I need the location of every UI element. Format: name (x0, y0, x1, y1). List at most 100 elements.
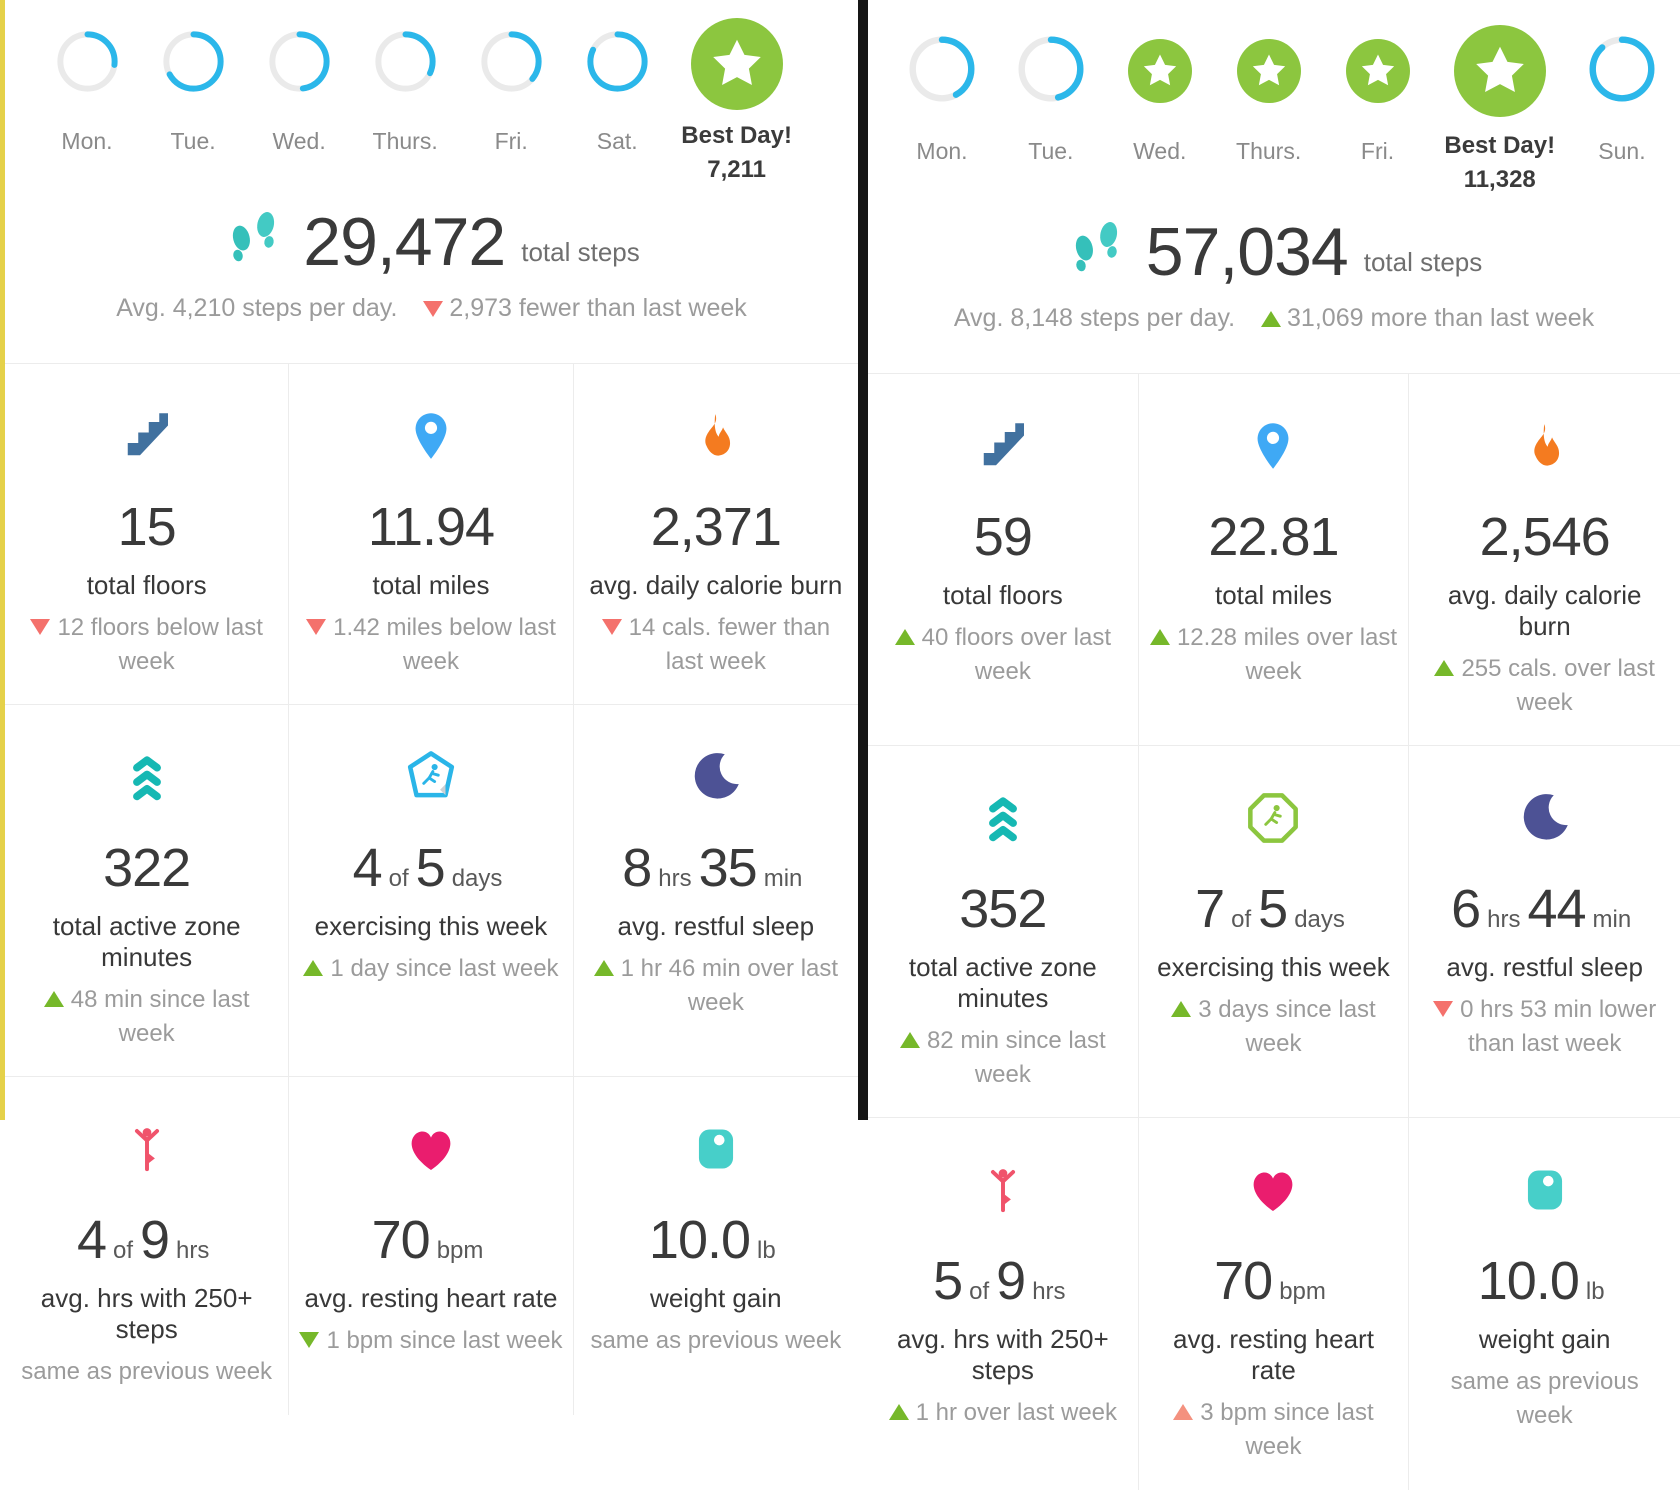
stats-grid: 15 total floors 12 floors below last week 1… (5, 363, 858, 1415)
stat-value: 352 (959, 879, 1047, 940)
triangle-up-icon (303, 959, 324, 976)
triangle-down-icon (601, 618, 622, 635)
stat-label: avg. resting heart rate (1173, 1324, 1374, 1386)
stat-value: 2,546 (1479, 507, 1611, 567)
total-steps-value: 29,472 (303, 204, 506, 280)
stat-value: 70 bpm (1214, 1251, 1326, 1312)
stat-label: total floors (942, 580, 1063, 610)
stat-value: 4 of 5 days (352, 838, 503, 899)
best-day-item: Best Day! 11,328 (1444, 16, 1555, 194)
stat-label: total active zone minutes (908, 952, 1097, 1014)
steps-subline: Avg. 4,210 steps per day. 2,973 fewer th… (5, 294, 858, 323)
day-progress-ring (56, 30, 119, 98)
stairs-icon (119, 398, 175, 474)
stat-change: 3 bpm since last week (1149, 1396, 1399, 1463)
stat-change-text: 1 bpm since last week (326, 1327, 563, 1355)
stat-change: 1 day since last week (303, 952, 559, 986)
day-progress-ring (374, 30, 437, 98)
day-item: Wed. (257, 12, 341, 155)
day-progress-ring (1588, 35, 1656, 108)
stairs-icon (975, 408, 1031, 484)
stat-change-text: 3 days since last week (1198, 996, 1376, 1057)
stat-label: weight gain (1478, 1324, 1611, 1355)
exercise-shield-icon (402, 739, 460, 815)
heart-icon (1245, 1152, 1301, 1228)
best-day-title: Best Day! (681, 122, 792, 149)
stat-change: 1 hr 46 min over last week (584, 952, 848, 1019)
avg-steps-text: Avg. 4,210 steps per day. (116, 294, 398, 322)
day-label: Wed. (1133, 138, 1187, 164)
day-item: Thurs. (1227, 16, 1311, 165)
days-row: Mon. Tue. Wed. Thurs. Fri. Sat. Best Day! 7,211 (5, 0, 858, 184)
person-icon (980, 1152, 1026, 1228)
goal-star-icon (1127, 39, 1192, 103)
best-day-star-icon (690, 18, 783, 110)
heart-icon (403, 1111, 459, 1187)
day-progress-ring (480, 30, 543, 98)
stat-card: 4 of 9 hrs avg. hrs with 250+ steps same as p… (5, 1077, 290, 1415)
triangle-up-icon (899, 1031, 920, 1048)
stat-value: 10.0 lb (1477, 1251, 1605, 1312)
stat-change: same as previous week (1419, 1365, 1670, 1432)
stat-change: 12.28 miles over last week (1149, 621, 1399, 688)
day-label: Fri. (494, 128, 528, 154)
triangle-up-icon (894, 628, 915, 645)
stat-value: 10.0 lb (648, 1210, 776, 1271)
stat-change-text: 0 hrs 53 min lower than last week (1460, 996, 1657, 1057)
stat-label: avg. hrs with 250+ steps (896, 1324, 1109, 1386)
stat-label: avg. daily calorie burn (589, 570, 843, 600)
flame-icon (1520, 408, 1570, 484)
day-item: Fri. (1336, 16, 1420, 165)
stat-value: 11.94 (367, 497, 495, 557)
day-label: Tue. (1028, 138, 1074, 164)
stat-change-text: same as previous week (590, 1327, 842, 1355)
scale-icon (1519, 1152, 1571, 1228)
day-label: Sun. (1598, 138, 1646, 164)
stat-change-text: 48 min since last week (70, 986, 250, 1047)
total-steps-summary: 29,472 total steps (5, 208, 858, 276)
stat-change-text: 40 floors over last week (921, 624, 1112, 685)
day-label: Sat. (596, 128, 638, 154)
stat-change: 1 bpm since last week (299, 1324, 563, 1358)
stat-card: 8 hrs 35 min avg. restful sleep 1 hr 46 min o… (573, 705, 858, 1078)
day-label: Wed. (272, 128, 326, 154)
triangle-up-icon (1434, 659, 1455, 676)
panel-divider (858, 0, 868, 1120)
stat-value: 59 (973, 507, 1033, 567)
stat-change: 1 hr over last week (888, 1396, 1118, 1430)
stat-change-text: 1 hr over last week (915, 1399, 1118, 1427)
stat-change-text: 255 cals. over last week (1461, 655, 1655, 716)
stat-change: 40 floors over last week (878, 621, 1128, 688)
total-steps-summary: 57,034 total steps (868, 218, 1680, 286)
day-progress-ring (908, 35, 976, 108)
scale-icon (690, 1111, 742, 1187)
steps-change: 31,069 more than last week (1261, 304, 1594, 333)
day-item: Wed. (1118, 16, 1202, 165)
best-day-value: 11,328 (1463, 166, 1536, 193)
right-week-panel: Mon. Tue. Wed. Thurs. Fri. Best Day! 11,328 Sun… (868, 0, 1680, 1490)
day-progress-ring (162, 30, 225, 98)
triangle-down-icon (1433, 1000, 1454, 1017)
day-item: Mon. (45, 12, 129, 155)
stat-card: 7 of 5 days exercising this week 3 days since… (1138, 746, 1410, 1119)
day-label: Tue. (170, 128, 216, 154)
triangle-up-icon (1173, 1404, 1194, 1421)
best-day-star-icon (1453, 25, 1546, 117)
stat-change-text: 1.42 miles below last week (333, 614, 556, 675)
day-progress-ring (268, 30, 331, 98)
stat-change-text: same as previous week (21, 1358, 273, 1386)
stat-value: 2,371 (650, 497, 782, 557)
stat-change: 0 hrs 53 min lower than last week (1419, 993, 1670, 1060)
stat-card: 70 bpm avg. resting heart rate 3 bpm since … (1139, 1118, 1410, 1490)
total-steps-value: 57,034 (1145, 214, 1349, 290)
flame-icon (691, 398, 741, 474)
day-label: Thurs. (1236, 138, 1302, 164)
stat-label: total miles (1214, 580, 1333, 610)
stat-change: 3 days since last week (1149, 993, 1399, 1060)
stat-card: 22.81 total miles 12.28 miles over last we… (1138, 374, 1410, 747)
left-edge-strip (0, 0, 5, 1120)
stat-card: 59 total floors 40 floors over last week (868, 374, 1139, 747)
person-icon (124, 1111, 170, 1187)
stat-change: same as previous week (21, 1355, 272, 1389)
